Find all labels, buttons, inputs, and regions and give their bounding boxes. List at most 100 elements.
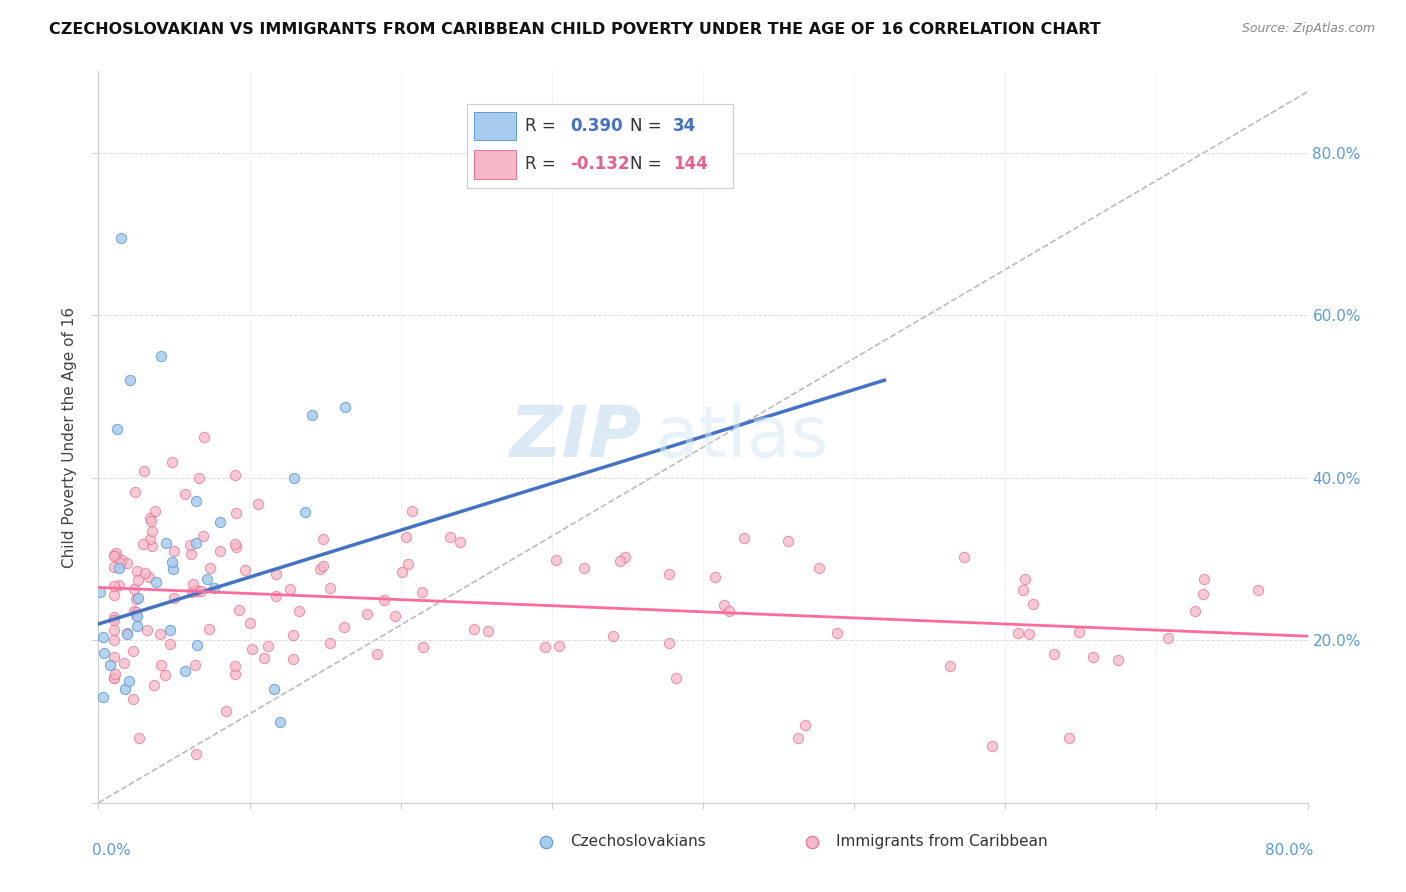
Point <box>134 566 156 580</box>
Point <box>449 534 471 549</box>
Point <box>155 536 177 550</box>
Point <box>713 598 735 612</box>
Point <box>786 731 808 745</box>
Point <box>108 561 131 575</box>
Point <box>139 511 162 525</box>
Point <box>1012 583 1035 598</box>
Point <box>105 422 128 436</box>
Point <box>319 636 342 650</box>
Point <box>395 530 418 544</box>
Point <box>139 514 162 528</box>
Y-axis label: Child Poverty Under the Age of 16: Child Poverty Under the Age of 16 <box>62 307 77 567</box>
Text: Immigrants from Caribbean: Immigrants from Caribbean <box>837 834 1047 849</box>
Point <box>208 544 231 558</box>
Point <box>195 572 218 586</box>
Point <box>89 585 111 599</box>
Point <box>657 567 679 582</box>
Point <box>184 494 207 508</box>
Point <box>180 547 202 561</box>
Point <box>202 581 225 595</box>
Point <box>333 620 356 634</box>
Point <box>247 497 270 511</box>
Point <box>125 608 148 623</box>
Point <box>233 563 256 577</box>
Point <box>269 714 291 729</box>
Point <box>373 593 395 607</box>
Point <box>1057 731 1080 745</box>
Point <box>184 747 207 761</box>
Point <box>181 585 204 599</box>
Point <box>118 673 141 688</box>
Point <box>609 554 631 568</box>
Point <box>1184 604 1206 618</box>
Point <box>193 430 215 444</box>
Point <box>124 592 146 607</box>
Point <box>162 562 184 576</box>
Point <box>776 534 799 549</box>
Text: 0.0%: 0.0% <box>93 843 131 858</box>
Point <box>263 681 285 696</box>
Point <box>224 667 246 681</box>
Point <box>1043 647 1066 661</box>
Point <box>160 555 183 569</box>
Point <box>534 640 557 655</box>
Point <box>356 607 378 621</box>
Point <box>391 565 413 579</box>
Point <box>125 605 148 619</box>
Point <box>384 609 406 624</box>
FancyBboxPatch shape <box>467 104 734 188</box>
Point <box>1007 626 1029 640</box>
Point <box>103 650 125 665</box>
Point <box>439 530 461 544</box>
Text: 80.0%: 80.0% <box>1265 843 1313 858</box>
Point <box>127 564 149 578</box>
Point <box>108 557 131 571</box>
Point <box>115 556 138 570</box>
Point <box>127 574 149 588</box>
Point <box>463 622 485 636</box>
Point <box>138 570 160 584</box>
Point <box>1067 624 1090 639</box>
Text: -0.132: -0.132 <box>569 155 630 173</box>
Point <box>209 516 232 530</box>
Point <box>159 624 181 638</box>
FancyBboxPatch shape <box>474 112 516 140</box>
Point <box>225 540 247 554</box>
Point <box>703 569 725 583</box>
Point <box>477 624 499 638</box>
Point <box>91 690 114 704</box>
Point <box>103 588 125 602</box>
Point <box>1083 650 1105 665</box>
Point <box>547 639 569 653</box>
Point <box>122 644 145 658</box>
Text: 144: 144 <box>672 155 707 173</box>
Point <box>794 718 817 732</box>
Text: 34: 34 <box>672 117 696 136</box>
Point <box>190 583 212 598</box>
Point <box>318 581 340 595</box>
Point <box>153 668 176 682</box>
Point <box>278 582 301 596</box>
Point <box>239 616 262 631</box>
Point <box>1014 572 1036 586</box>
Text: N =: N = <box>630 117 668 136</box>
Point <box>128 731 150 745</box>
Point <box>103 672 125 686</box>
Point <box>733 531 755 545</box>
Point <box>104 549 127 564</box>
Point <box>104 666 127 681</box>
FancyBboxPatch shape <box>474 150 516 178</box>
Point <box>1247 583 1270 598</box>
Point <box>103 578 125 592</box>
Point <box>132 464 155 478</box>
Point <box>141 524 163 539</box>
Point <box>163 543 186 558</box>
Point <box>412 640 434 654</box>
Point <box>283 471 305 485</box>
Point <box>143 678 166 692</box>
Point <box>136 623 159 637</box>
Point <box>143 504 166 518</box>
Point <box>115 625 138 640</box>
Point <box>242 642 264 657</box>
Point <box>602 629 624 643</box>
